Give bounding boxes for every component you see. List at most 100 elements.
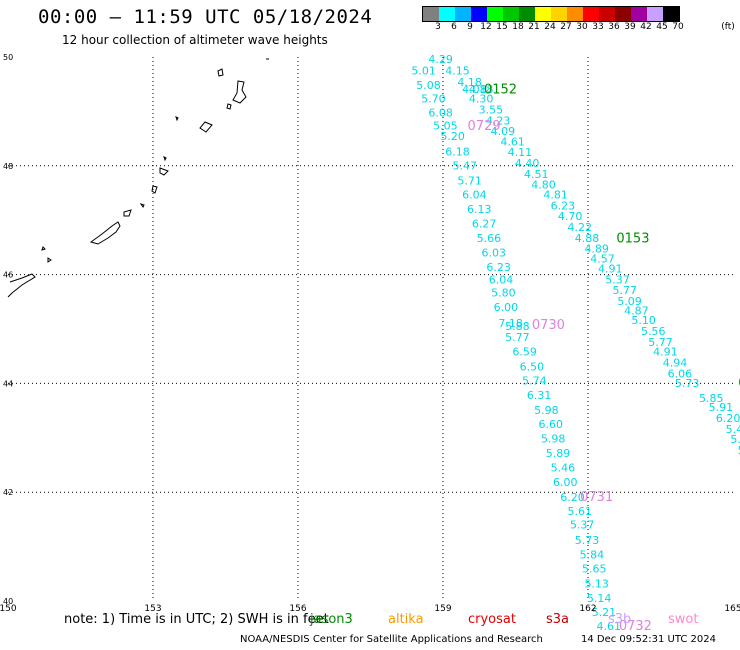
wave-height-value: 5.01: [738, 444, 740, 457]
wave-height-value: 5.08: [730, 433, 740, 446]
wave-height-value: 5.65: [582, 563, 607, 576]
wave-height-value: 5.47: [726, 423, 740, 436]
wave-height-value: 6.00: [494, 301, 519, 314]
lon-tick-label: 150: [0, 604, 17, 614]
colorbar-swatch: [487, 7, 503, 21]
colorbar-label: 12: [480, 22, 492, 32]
satellite-jason3: jason3: [310, 612, 353, 627]
satellite-s3a: s3a: [546, 612, 570, 627]
wave-height-value: 6.00: [553, 476, 578, 489]
island-onekotan: [232, 80, 247, 104]
wave-height-value: 5.73: [675, 377, 700, 390]
colorbar-swatch: [583, 7, 599, 21]
wave-height-value: 6.59: [512, 346, 537, 359]
wave-height-value: 3.55: [479, 104, 504, 117]
wave-height-value: 5.98: [541, 433, 566, 446]
satellite-cryosat: cryosat: [468, 612, 516, 627]
wave-height-value: 4.40: [515, 157, 540, 170]
colorbar-swatch: [503, 7, 519, 21]
wave-height-value: 4.23: [486, 114, 511, 127]
wave-height-value: 5.37: [570, 519, 595, 532]
lon-tick-label: 159: [434, 604, 451, 614]
wave-height-value: 5.85: [699, 392, 724, 405]
island-matua: [175, 116, 179, 122]
wave-height-value: 4.22: [568, 221, 593, 234]
island-iturup: [89, 221, 121, 245]
wave-height-value: 4.18: [457, 76, 482, 89]
axis-labels: 150 153 156 159 162 165 50 48 46 44 42 40: [0, 53, 740, 614]
island-kunashir-tip: [47, 257, 52, 263]
wave-height-value: 4.89: [584, 242, 609, 255]
island-kharimkotan: [226, 103, 232, 110]
wave-height-value: 5.71: [457, 174, 482, 187]
colorbar-swatch: [663, 7, 679, 21]
wave-height-value: 6.60: [539, 418, 564, 431]
wave-height-value: 5.14: [587, 592, 612, 605]
wave-height-value: 4.81: [543, 188, 568, 201]
wave-height-value: 5.61: [568, 505, 593, 518]
altimeter-tracks: 4.295.01 4.154.185.08 4.084.184.305.703.55…: [411, 53, 740, 633]
island-rasshua: [163, 156, 167, 162]
wave-height-value: 5.08: [416, 79, 441, 92]
wave-height-value: 4.15: [445, 64, 470, 77]
wave-height-value: 6.20: [560, 491, 585, 504]
pass-time-labels: 0152 0729 0153 0730 0154 0731 0732: [468, 82, 740, 633]
wave-height-value: 6.23: [551, 199, 576, 212]
lat-tick-label: 46: [3, 271, 13, 280]
wave-height-value: 5.70: [421, 93, 446, 106]
wave-height-value: 4.91: [598, 262, 623, 275]
wave-height-value: 5.98: [534, 404, 559, 417]
colorbar-label: 24: [544, 22, 556, 32]
wave-height-value: 4.88: [575, 232, 600, 245]
colorbar-label: 6: [451, 22, 457, 32]
wave-height-value: 5.56: [641, 325, 666, 338]
pass-time-label: 0153: [616, 232, 649, 247]
wave-height-value: 5.46: [551, 462, 576, 475]
wave-height-value: 6.23: [486, 261, 511, 274]
pass-time-label: 0732: [619, 619, 652, 634]
wave-height-value: 5.05: [433, 119, 458, 132]
pass-time-label: 0729: [468, 119, 501, 134]
pass-time-label: 0731: [580, 490, 613, 505]
wave-height-value: 4.57: [590, 253, 615, 266]
pass-time-label: 0730: [532, 318, 565, 333]
colorbar-label: 33: [592, 22, 604, 32]
wave-height-value: 7.18: [498, 317, 523, 330]
wave-height-value: 5.37: [605, 273, 630, 286]
colorbar-label: 39: [624, 22, 636, 32]
colorbar-label: 45: [656, 22, 668, 32]
generated-timestamp: 14 Dec 09:52:31 UTC 2024: [581, 634, 716, 645]
island-urup: [123, 209, 132, 217]
wave-height-value: 4.11: [508, 146, 533, 159]
credit-text: NOAA/NESDIS Center for Satellite Applica…: [240, 634, 543, 645]
lat-tick-label: 42: [3, 488, 13, 497]
colorbar-label: 15: [496, 22, 508, 32]
lon-tick-label: 162: [579, 604, 596, 614]
colorbar-label: 70: [672, 22, 684, 32]
colorbar-swatch: [439, 7, 455, 21]
wave-height-value: 4.70: [558, 210, 583, 223]
colorbar-swatch: [535, 7, 551, 21]
wave-height-value: 5.88: [505, 320, 530, 333]
lat-tick-label: 48: [3, 162, 13, 171]
colorbar-swatch: [423, 7, 439, 21]
wave-height-value: 5.01: [411, 64, 436, 77]
wave-height-value: 5.13: [584, 577, 609, 590]
wave-height-value: 4.91: [653, 346, 678, 359]
satellite-altika: altika: [388, 612, 424, 627]
wave-height-value: 4.94: [663, 357, 688, 370]
map-subtitle: 12 hour collection of altimeter wave hei…: [62, 33, 328, 47]
wave-height-value: 5.09: [617, 295, 642, 308]
colorbar-label: 9: [467, 22, 473, 32]
pass-time-label: 0154: [738, 376, 740, 391]
wave-height-value: 5.21: [592, 606, 617, 619]
island-chirpoy: [139, 203, 145, 208]
lon-tick-label: 156: [289, 604, 306, 614]
wave-height-value: 6.04: [489, 273, 514, 286]
colorbar-label: 21: [528, 22, 540, 32]
wave-height-value: 4.18: [469, 83, 494, 96]
wave-height-value: 4.51: [524, 168, 549, 181]
island-simushir: [159, 167, 169, 176]
wave-height-value: 6.06: [668, 367, 693, 380]
colorbar-swatch: [519, 7, 535, 21]
